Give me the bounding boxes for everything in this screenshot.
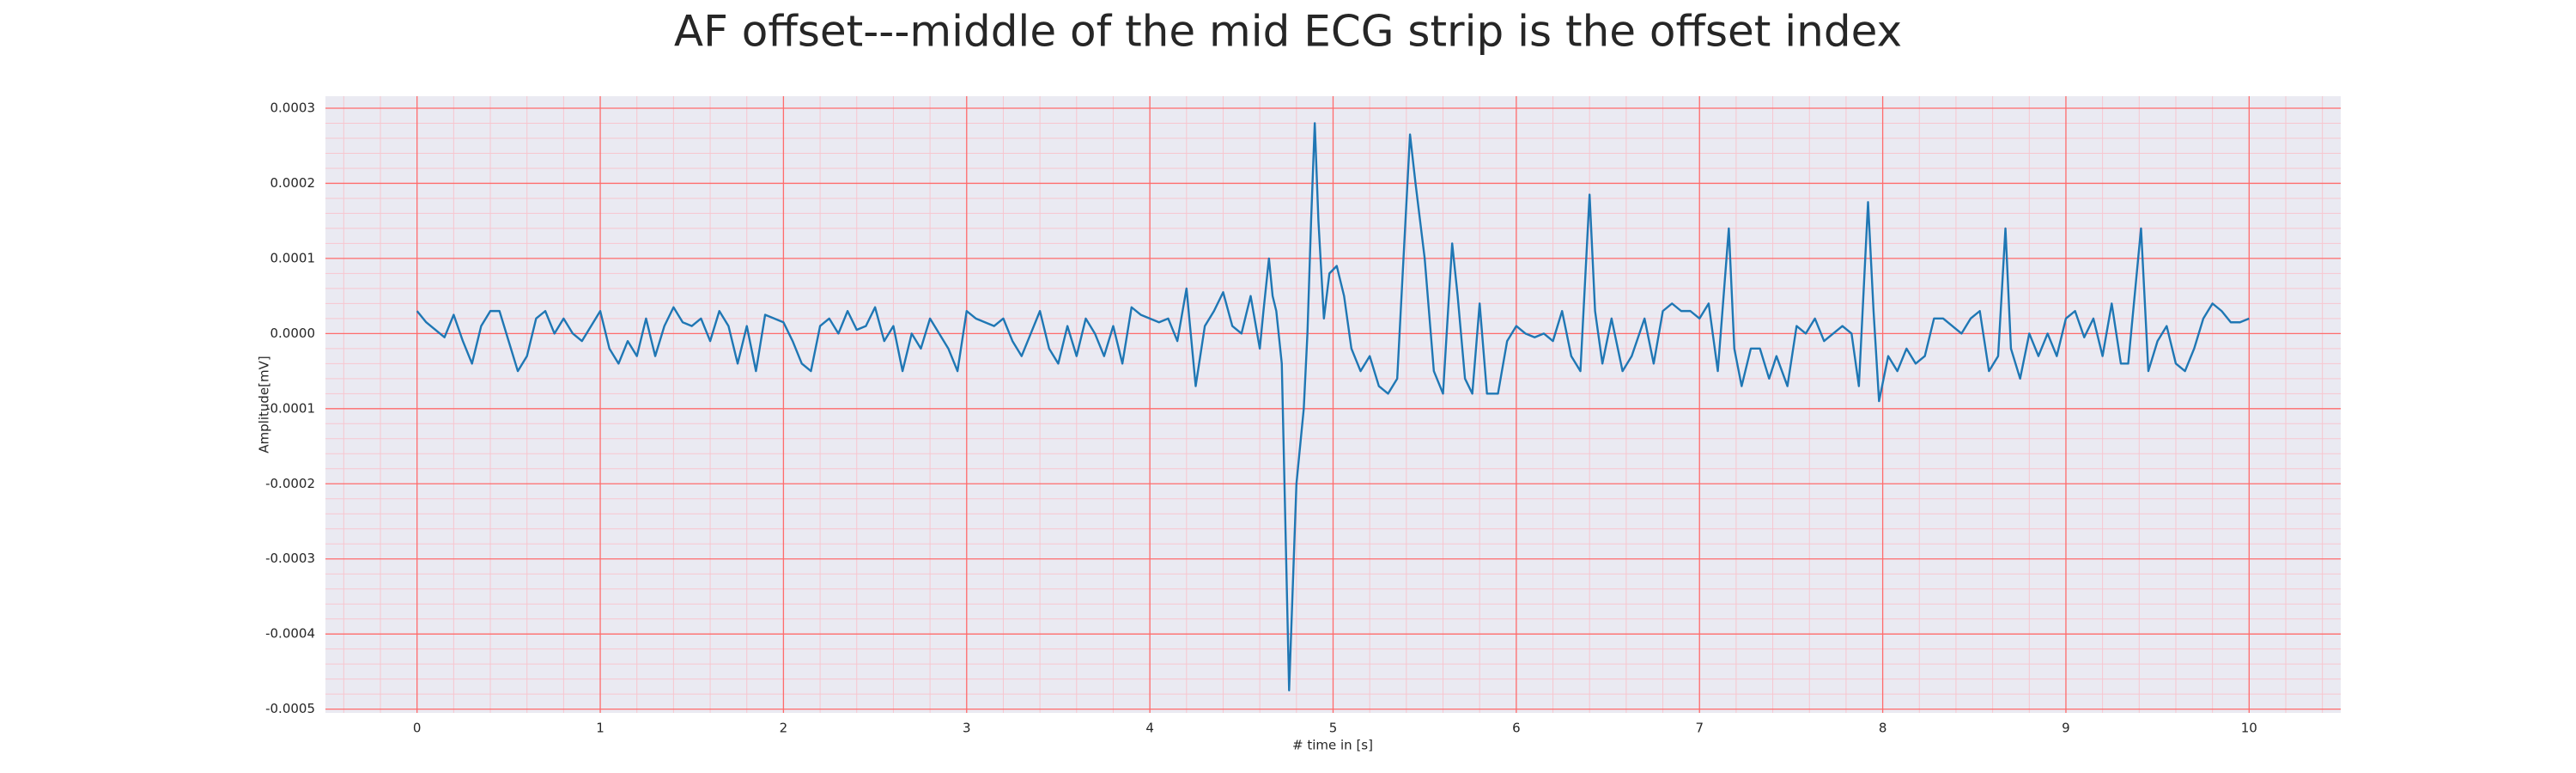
y-tick-label: -0.0005 — [265, 701, 315, 716]
y-tick-label: 0.0003 — [270, 100, 316, 115]
y-tick-label: 0.0000 — [270, 326, 316, 341]
x-tick-label: 9 — [2062, 721, 2070, 736]
x-tick-label: 7 — [1695, 721, 1704, 736]
x-tick-label: 0 — [413, 721, 422, 736]
x-axis-label: # time in [s] — [1292, 738, 1373, 753]
y-axis-label: Amplitude[mV] — [257, 356, 272, 453]
y-tick-label: -0.0003 — [265, 551, 315, 566]
x-tick-label: 5 — [1329, 721, 1338, 736]
ecg-line — [416, 122, 2250, 691]
y-tick-label: -0.0001 — [265, 400, 315, 416]
x-tick-label: 10 — [2241, 721, 2257, 736]
y-tick-label: -0.0004 — [265, 626, 315, 642]
x-tick-label: 3 — [963, 721, 971, 736]
chart-title: AF offset---middle of the mid ECG strip … — [674, 7, 1902, 57]
x-tick-label: 4 — [1145, 721, 1154, 736]
y-tick-label: -0.0002 — [265, 476, 315, 491]
y-tick-label: 0.0002 — [270, 175, 316, 191]
x-tick-label: 8 — [1879, 721, 1887, 736]
y-tick-label: 0.0001 — [270, 250, 316, 265]
x-tick-label: 6 — [1512, 721, 1521, 736]
x-tick-label: 1 — [596, 721, 605, 736]
x-tick-label: 2 — [780, 721, 788, 736]
